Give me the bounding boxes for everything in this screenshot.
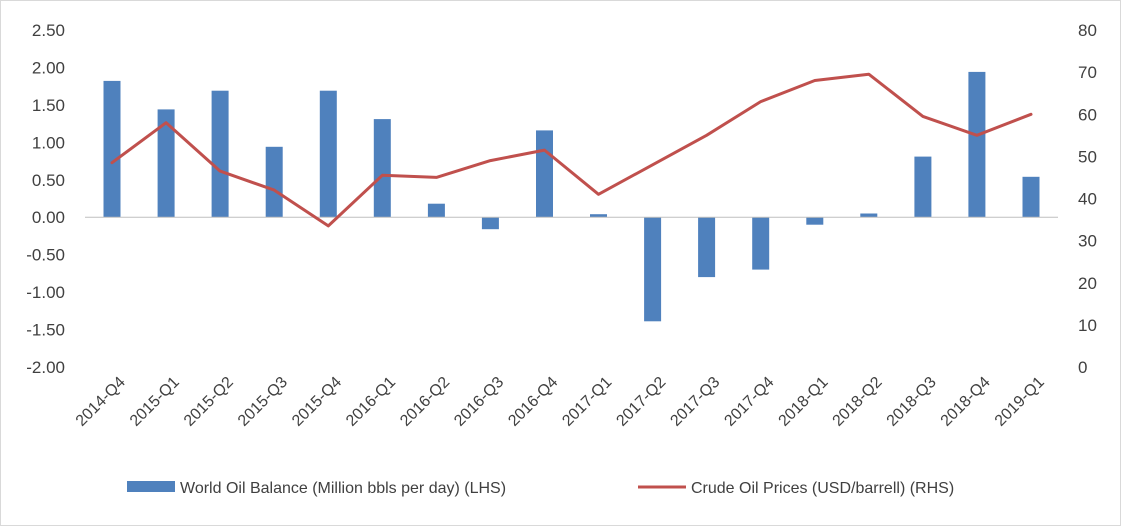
left-tick-label: 2.00 <box>32 58 65 77</box>
bar-2015-Q4 <box>320 91 337 218</box>
left-tick-label: -0.50 <box>26 246 65 265</box>
right-tick-label: 60 <box>1078 105 1097 124</box>
left-tick-label: 1.00 <box>32 133 65 152</box>
left-tick-label: -2.00 <box>26 358 65 377</box>
left-tick-label: -1.00 <box>26 283 65 302</box>
left-tick-label: 0.00 <box>32 208 65 227</box>
right-tick-label: 40 <box>1078 190 1097 209</box>
category-label-2015-Q2: 2015-Q2 <box>181 374 237 430</box>
bar-2019-Q1 <box>1023 177 1040 217</box>
bar-2017-Q2 <box>644 217 661 321</box>
category-label-2016-Q1: 2016-Q1 <box>343 374 399 430</box>
bar-2015-Q2 <box>212 91 229 218</box>
right-tick-label: 70 <box>1078 63 1097 82</box>
right-tick-label: 0 <box>1078 358 1087 377</box>
category-label-2017-Q1: 2017-Q1 <box>559 374 615 430</box>
bar-2016-Q1 <box>374 119 391 217</box>
category-label-2018-Q2: 2018-Q2 <box>830 374 886 430</box>
category-label-2018-Q1: 2018-Q1 <box>776 374 832 430</box>
bar-2016-Q3 <box>482 217 499 229</box>
category-labels: 2014-Q42015-Q12015-Q22015-Q32015-Q42016-… <box>73 374 1048 430</box>
right-axis-ticks: 0 10 20 30 40 50 60 70 80 <box>1078 21 1097 377</box>
bar-2015-Q3 <box>266 147 283 217</box>
right-tick-label: 80 <box>1078 21 1097 40</box>
bar-2017-Q3 <box>698 217 715 277</box>
left-tick-label: 0.50 <box>32 171 65 190</box>
bars-layer <box>104 72 1040 321</box>
category-label-2015-Q1: 2015-Q1 <box>127 374 183 430</box>
bar-2017-Q4 <box>752 217 769 269</box>
category-label-2016-Q2: 2016-Q2 <box>397 374 453 430</box>
category-label-2018-Q4: 2018-Q4 <box>938 374 994 430</box>
bar-2018-Q2 <box>860 214 877 218</box>
right-tick-label: 50 <box>1078 147 1097 166</box>
price-line <box>112 74 1031 226</box>
category-label-2016-Q3: 2016-Q3 <box>451 374 507 430</box>
category-label-2019-Q1: 2019-Q1 <box>992 374 1048 430</box>
legend-bar-label: World Oil Balance (Million bbls per day)… <box>180 480 506 497</box>
category-label-2017-Q3: 2017-Q3 <box>667 374 723 430</box>
right-tick-label: 20 <box>1078 274 1097 293</box>
right-tick-label: 30 <box>1078 232 1097 251</box>
right-tick-label: 10 <box>1078 316 1097 335</box>
category-label-2015-Q4: 2015-Q4 <box>289 374 345 430</box>
left-tick-label: 2.50 <box>32 21 65 40</box>
legend-line-label: Crude Oil Prices (USD/barrell) (RHS) <box>691 480 954 497</box>
legend: World Oil Balance (Million bbls per day)… <box>127 480 954 497</box>
bar-2016-Q4 <box>536 130 553 217</box>
left-tick-label: -1.50 <box>26 321 65 340</box>
left-axis-ticks: -2.00 -1.50 -1.00 -0.50 0.00 0.50 1.00 1.50 2.00… <box>26 21 65 377</box>
category-label-2014-Q4: 2014-Q4 <box>73 374 129 430</box>
line-layer <box>112 74 1031 226</box>
bar-2018-Q4 <box>968 72 985 217</box>
legend-bar-swatch <box>127 481 175 492</box>
category-label-2018-Q3: 2018-Q3 <box>884 374 940 430</box>
bar-2018-Q3 <box>914 157 931 218</box>
category-label-2015-Q3: 2015-Q3 <box>235 374 291 430</box>
bar-2016-Q2 <box>428 204 445 218</box>
category-label-2017-Q4: 2017-Q4 <box>721 374 777 430</box>
left-tick-label: 1.50 <box>32 96 65 115</box>
category-label-2016-Q4: 2016-Q4 <box>505 374 561 430</box>
bar-2014-Q4 <box>104 81 121 217</box>
bar-2018-Q1 <box>806 217 823 225</box>
category-label-2017-Q2: 2017-Q2 <box>613 374 669 430</box>
